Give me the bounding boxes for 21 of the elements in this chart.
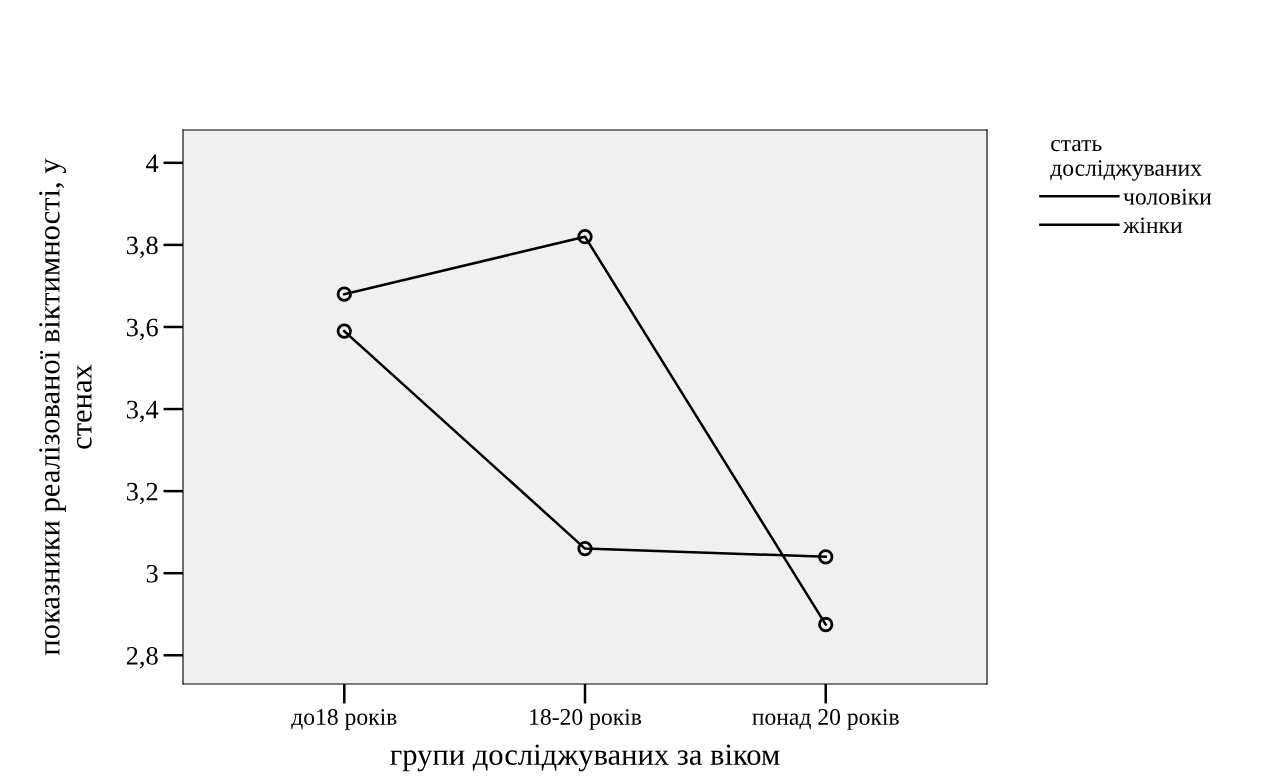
x-tick-label: до18 років — [291, 708, 397, 730]
y-tick-label: 4 — [146, 154, 159, 172]
point — [577, 229, 593, 245]
point — [336, 286, 352, 302]
x-tick-label: понад 20 років — [752, 708, 899, 730]
point — [336, 323, 352, 339]
y-tick-label: 3,2 — [126, 482, 158, 505]
point — [818, 616, 834, 633]
y-tick-label: 3,6 — [126, 318, 158, 341]
legend-title: стать досліджуваних — [1050, 139, 1202, 181]
x-tick-label: 18-20 років — [530, 708, 642, 730]
legend-label: жінки — [1122, 217, 1183, 234]
legend-label: чоловіки — [1123, 188, 1212, 205]
y-tick-label: 3,4 — [126, 400, 159, 423]
y-tick-label: 3,8 — [126, 236, 158, 259]
x-axis-title: групи досліджуваних за віком — [390, 744, 780, 772]
y-tick-label: 3 — [146, 564, 158, 583]
y-tick-label: 2,8 — [126, 646, 158, 669]
point — [577, 540, 593, 557]
y-axis-title: показники реалізованої віктимності, у стенах — [39, 158, 92, 656]
point — [818, 549, 834, 565]
